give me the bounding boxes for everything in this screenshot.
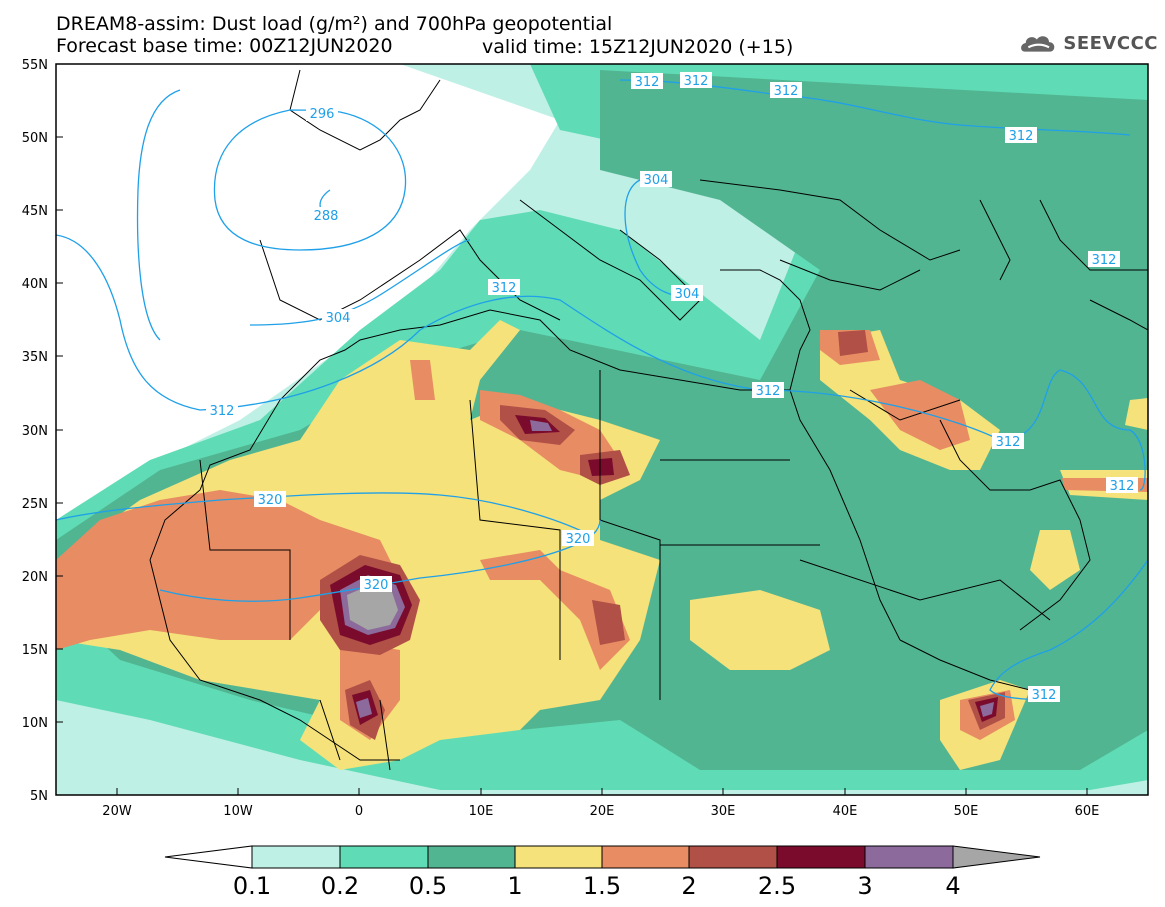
lat-label: 35N [22, 350, 48, 365]
svg-text:312: 312 [996, 435, 1021, 450]
colorbar-label: 1 [507, 872, 523, 900]
coastlines [149, 69, 1148, 771]
colorbar-segment [864, 845, 954, 869]
contour-label: 320 [562, 530, 594, 547]
contour-label: 312 [752, 382, 784, 399]
colorbar [164, 845, 1041, 869]
dust-field [56, 64, 1148, 795]
lon-label: 10E [469, 804, 494, 819]
lat-label: 30N [22, 424, 48, 439]
colorbar-segment [339, 845, 429, 869]
contour-label: 304 [640, 171, 672, 188]
lat-label: 55N [22, 58, 48, 73]
contour-label: 312 [992, 433, 1024, 450]
svg-text:312: 312 [1110, 479, 1135, 494]
colorbar-label: 3 [857, 872, 873, 900]
contour-label: 304 [322, 309, 354, 326]
colorbar-label: 2.5 [757, 872, 797, 900]
svg-text:312: 312 [635, 75, 660, 90]
contour-label: 296 [306, 105, 338, 122]
contour-labels: 312 312 312 312 296 288 304 304 312 304 … [206, 72, 1138, 703]
contour-label: 320 [254, 491, 286, 508]
map-title: DREAM8-assim: Dust load (g/m²) and 700hP… [56, 13, 613, 35]
lon-label: 50E [954, 804, 979, 819]
colorbar-label: 0.5 [408, 872, 448, 900]
colorbar-high-arrow [952, 845, 1041, 869]
colorbar-label: 1.5 [582, 872, 622, 900]
colorbar-label: 0.2 [320, 872, 360, 900]
contour-label: 312 [206, 402, 238, 419]
lon-label: 20W [102, 804, 132, 819]
lat-label: 40N [22, 277, 48, 292]
contour-label: 288 [310, 207, 342, 224]
latitude-labels: 55N 50N 45N 40N 35N 30N 25N 20N 15N 10N … [22, 58, 48, 804]
lon-label: 10W [223, 804, 253, 819]
colorbar-segment [776, 845, 866, 869]
lon-label: 30E [711, 804, 736, 819]
lat-label: 50N [22, 131, 48, 146]
svg-text:288: 288 [314, 209, 339, 224]
contour-label: 312 [680, 72, 712, 89]
seevccc-logo: SEEVCCC [1018, 28, 1158, 58]
svg-text:312: 312 [210, 404, 235, 419]
colorbar-segment [251, 845, 341, 869]
contour-label: 320 [360, 576, 392, 593]
colorbar-segment [514, 845, 603, 869]
svg-text:312: 312 [756, 384, 781, 399]
lon-label: 40E [833, 804, 858, 819]
svg-text:304: 304 [326, 311, 351, 326]
colorbar-label: 2 [681, 872, 697, 900]
svg-text:312: 312 [492, 281, 517, 296]
axis-ticks [56, 63, 1088, 795]
colorbar-segment [688, 845, 778, 869]
logo-text: SEEVCCC [1063, 32, 1158, 54]
contour-label: 312 [1005, 127, 1037, 144]
colorbar-segment [427, 845, 516, 869]
svg-text:312: 312 [1092, 253, 1117, 268]
colorbar-low-arrow [164, 845, 253, 869]
contour-label: 312 [1028, 686, 1060, 703]
contour-label: 312 [488, 279, 520, 296]
colorbar-label: 0.1 [232, 872, 272, 900]
svg-text:312: 312 [684, 74, 709, 89]
contour-label: 312 [1088, 251, 1120, 268]
lat-label: 45N [22, 204, 48, 219]
cloud-logo-icon [1021, 36, 1055, 52]
contour-label: 312 [770, 82, 802, 99]
svg-text:304: 304 [644, 173, 669, 188]
svg-text:320: 320 [364, 578, 389, 593]
lon-label: 60E [1075, 804, 1100, 819]
svg-text:312: 312 [774, 84, 799, 99]
longitude-labels: 20W 10W 0 10E 20E 30E 40E 50E 60E [102, 804, 1099, 819]
lat-label: 5N [30, 789, 48, 804]
lon-label: 0 [355, 804, 363, 819]
svg-text:304: 304 [675, 287, 700, 302]
lat-label: 15N [22, 643, 48, 658]
colorbar-segment [601, 845, 690, 869]
forecast-base-time: Forecast base time: 00Z12JUN2020 [56, 35, 393, 57]
lat-label: 10N [22, 716, 48, 731]
svg-text:312: 312 [1009, 129, 1034, 144]
lon-label: 20E [590, 804, 615, 819]
contour-label: 312 [631, 73, 663, 90]
svg-text:320: 320 [566, 532, 591, 547]
contour-label: 312 [1106, 477, 1138, 494]
colorbar-label: 4 [945, 872, 961, 900]
lat-label: 25N [22, 497, 48, 512]
lat-label: 20N [22, 570, 48, 585]
contour-label: 304 [671, 285, 703, 302]
svg-text:296: 296 [310, 107, 335, 122]
svg-text:312: 312 [1032, 688, 1057, 703]
valid-time: valid time: 15Z12JUN2020 (+15) [482, 36, 794, 58]
svg-text:320: 320 [258, 493, 283, 508]
